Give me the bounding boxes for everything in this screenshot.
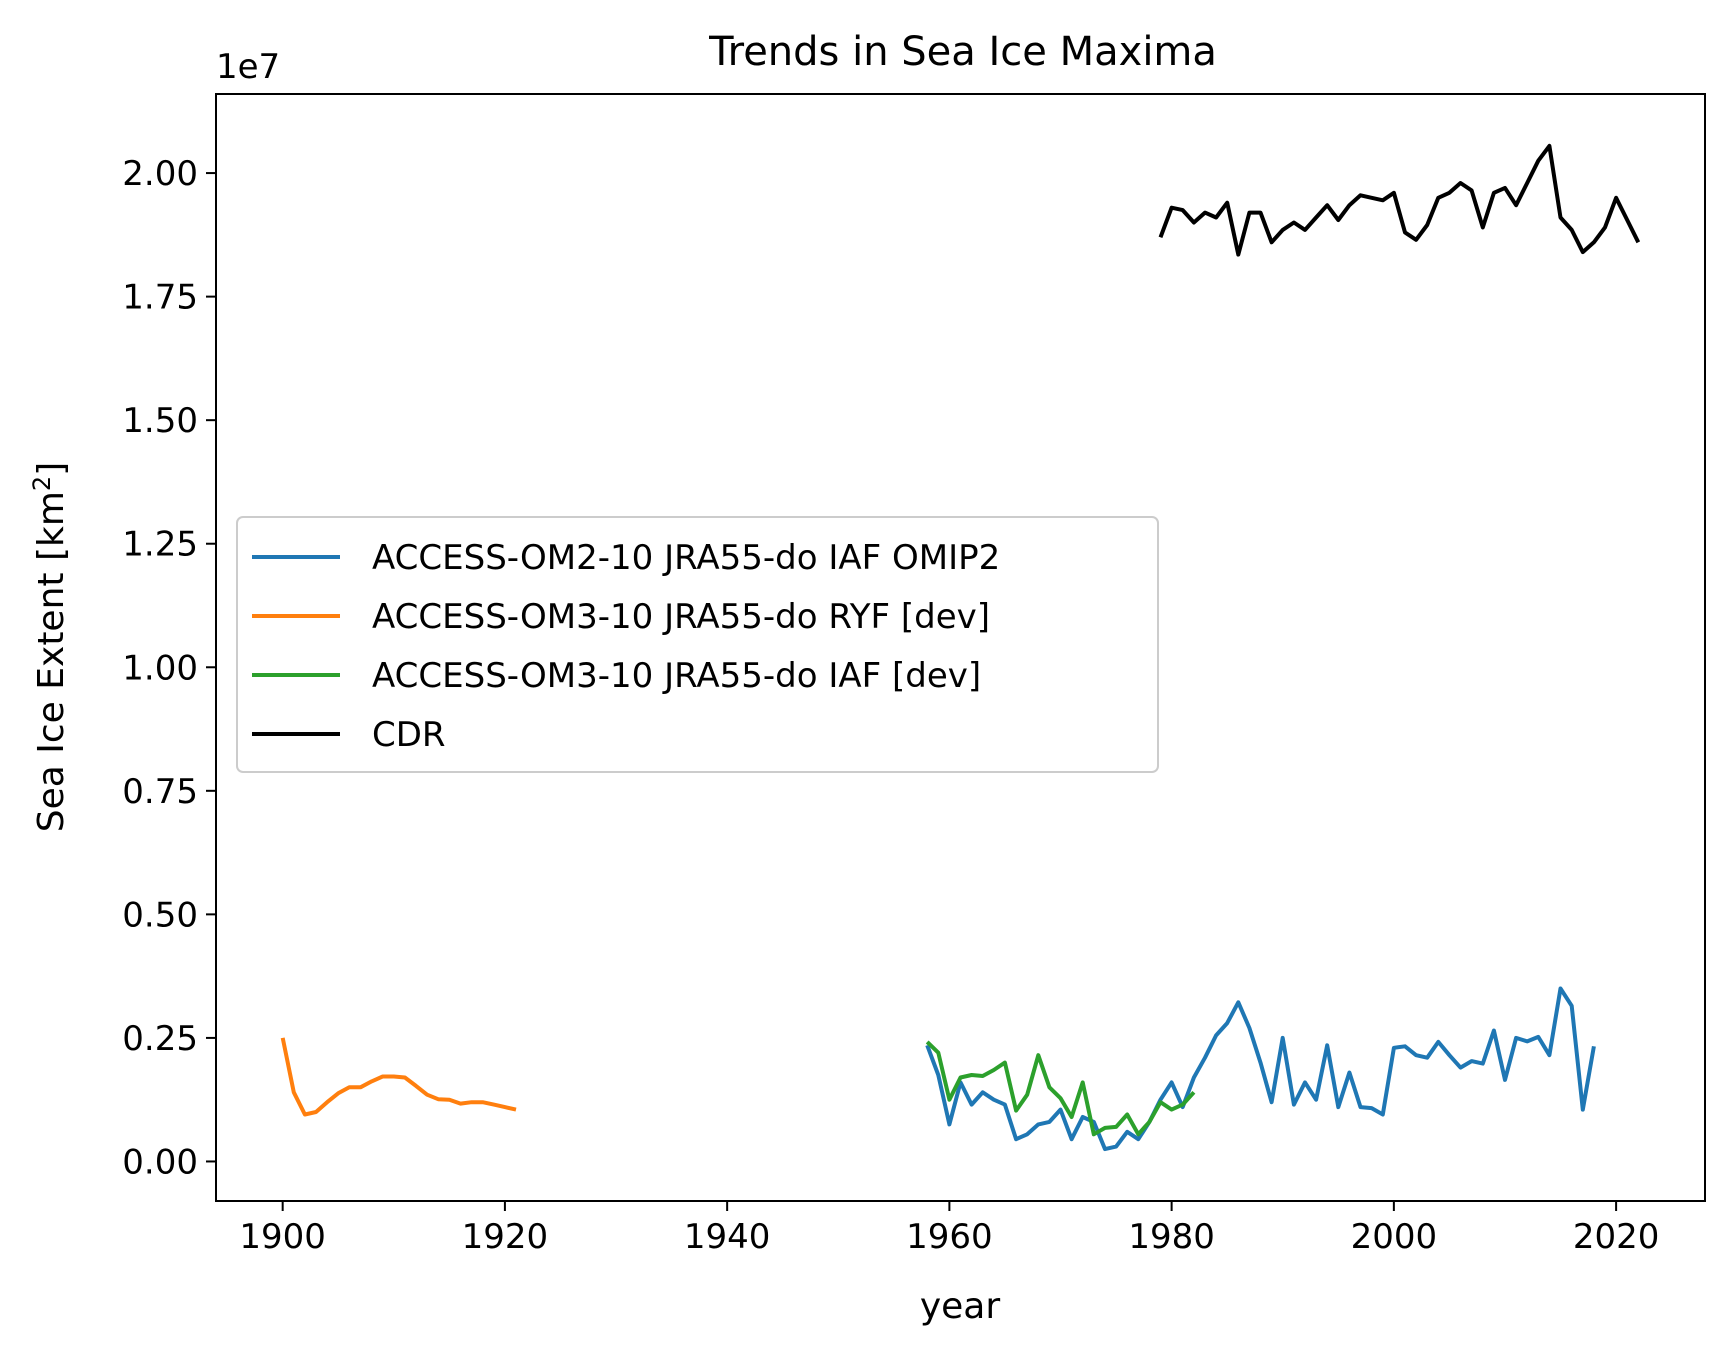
y-tick-label: 0.75 [122, 772, 198, 812]
x-axis-ticks: 1900 1920 1940 1960 1980 2000 2020 [239, 1201, 1659, 1257]
series-line-access-om3-10-jra55-do-ryf-dev [280, 1037, 517, 1117]
y-axis-title-close: ] [31, 462, 72, 476]
plot-lines [280, 143, 1641, 1152]
y-tick-label: 0.25 [122, 1019, 198, 1059]
x-tick-label: 1960 [906, 1217, 993, 1257]
x-tick-label: 2020 [1573, 1217, 1660, 1257]
legend-label-access-om3-10-jra55-do-ryf-dev: ACCESS-OM3-10 JRA55-do RYF [dev] [372, 597, 990, 637]
y-offset-label: 1e7 [216, 47, 280, 87]
y-axis-title-superscript: 2 [28, 476, 56, 491]
y-tick-label: 0.00 [122, 1142, 198, 1182]
y-tick-label: 1.25 [122, 525, 198, 565]
x-tick-label: 1900 [239, 1217, 326, 1257]
chart-title: Trends in Sea Ice Maxima [708, 29, 1217, 75]
legend-label-cdr: CDR [372, 715, 446, 755]
legend-label-access-om2-10-jra55-do-iaf-omip2: ACCESS-OM2-10 JRA55-do IAF OMIP2 [372, 538, 1000, 578]
y-axis-title: Sea Ice Extent [km2] [28, 462, 72, 832]
legend-label-access-om3-10-jra55-do-iaf-dev: ACCESS-OM3-10 JRA55-do IAF [dev] [372, 656, 981, 696]
x-axis-title: year [920, 1286, 1001, 1327]
legend-box [236, 516, 1159, 773]
x-tick-label: 2000 [1351, 1217, 1438, 1257]
x-tick-label: 1920 [462, 1217, 549, 1257]
y-tick-label: 1.00 [122, 648, 198, 688]
y-tick-label: 2.00 [122, 154, 198, 194]
series-line-access-om3-10-jra55-do-iaf-dev [925, 1040, 1196, 1137]
y-axis-title-main: Sea Ice Extent [km [31, 491, 72, 832]
series-line-cdr [1158, 143, 1641, 257]
y-axis-ticks: 0.00 0.25 0.50 0.75 1.00 1.25 1.50 1.75 2.00 [122, 154, 216, 1182]
plot-frame [215, 93, 1706, 1202]
y-tick-label: 1.75 [122, 278, 198, 318]
series-line-access-om2-10-jra55-do-iaf-omip2 [925, 986, 1596, 1152]
y-tick-label: 0.50 [122, 895, 198, 935]
y-tick-label: 1.50 [122, 401, 198, 441]
x-tick-label: 1980 [1128, 1217, 1215, 1257]
x-tick-label: 1940 [684, 1217, 771, 1257]
legend: ACCESS-OM2-10 JRA55-do IAF OMIP2 ACCESS-O… [236, 516, 1159, 773]
